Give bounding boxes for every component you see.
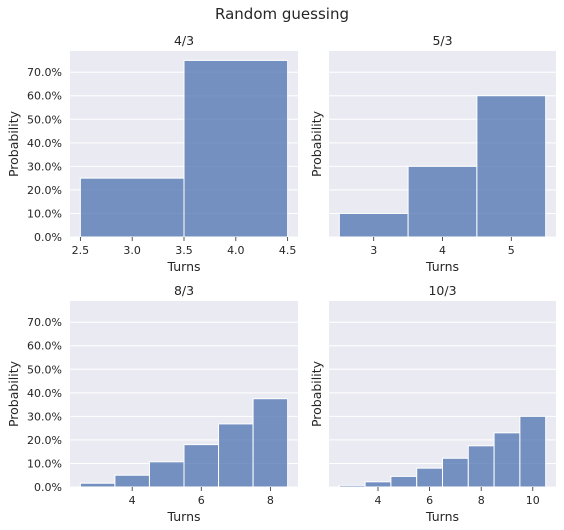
x-tick-label: 4.5: [279, 244, 297, 257]
y-tick-label: 60.0%: [27, 90, 62, 103]
y-tick-label: 70.0%: [27, 316, 62, 329]
figure-title: Random guessing: [215, 5, 349, 23]
y-tick-label: 0.0%: [34, 481, 62, 494]
histogram-bar: [183, 59, 289, 238]
x-tick-label: 4: [439, 244, 446, 257]
histogram-bar: [476, 95, 547, 238]
histogram-bar: [407, 165, 478, 238]
y-tick-label: 10.0%: [27, 457, 62, 470]
subplot-3: 8/3 4 6 8 0.0% 10.0% 20.0% 30.0% 40.0% 50.0% 60.0%…: [6, 283, 298, 524]
x-tick-label: 4: [129, 494, 136, 507]
histogram-bar: [416, 467, 444, 488]
x-tick-label: 3.5: [175, 244, 193, 257]
x-tick-label: 3.0: [123, 244, 141, 257]
histogram-bar: [218, 423, 254, 488]
y-tick-label: 30.0%: [27, 160, 62, 173]
histogram-bar: [338, 484, 366, 488]
histogram-bar: [364, 481, 392, 488]
x-tick-label: 2.5: [72, 244, 90, 257]
y-axis-label: Probability: [6, 110, 21, 177]
subplot-title: 4/3: [174, 33, 194, 48]
subplot-1: 4/3 2.5 3.0 3.5 4.0 4.5 0.0% 10.0% 20.0% 30.0% 40.…: [6, 33, 298, 274]
subplot-2: 5/3 3 4 5 Turns Probability: [309, 33, 556, 274]
histogram-bar: [390, 475, 418, 488]
x-tick-label: 3: [370, 244, 377, 257]
subplot-title: 10/3: [428, 283, 456, 298]
subplot-4: 10/3 4 6 8 10 Turns Probability: [309, 283, 556, 524]
histogram-bar: [252, 398, 289, 488]
histogram-bar: [493, 432, 521, 488]
y-tick-label: 10.0%: [27, 207, 62, 220]
y-tick-label: 0.0%: [34, 231, 62, 244]
y-axis-label: Probability: [6, 360, 21, 427]
x-axis-label: Turns: [425, 509, 459, 524]
y-tick-label: 50.0%: [27, 113, 62, 126]
x-tick-label: 8: [267, 494, 274, 507]
histogram-bar: [114, 474, 150, 488]
histogram-bar: [183, 444, 220, 488]
subplot-grid: 4/32.5 3.0 3.5 4.0 4.50.0%10.0%20.0%30.0%40.…: [6, 33, 556, 524]
histogram-bar: [148, 461, 185, 488]
x-axis-label: Turns: [166, 509, 200, 524]
x-tick-label: 4: [375, 494, 382, 507]
y-tick-label: 20.0%: [27, 434, 62, 447]
subplot-title: 8/3: [174, 283, 194, 298]
y-tick-label: 50.0%: [27, 363, 62, 376]
x-tick-label: 4.0: [227, 244, 245, 257]
x-axis-label: Turns: [425, 259, 459, 274]
x-tick-label: 6: [426, 494, 433, 507]
subplot-title: 5/3: [432, 33, 452, 48]
x-tick-label: 6: [198, 494, 205, 507]
x-axis-label: Turns: [166, 259, 200, 274]
y-tick-label: 40.0%: [27, 387, 62, 400]
y-tick-label: 70.0%: [27, 66, 62, 79]
histogram-bar: [338, 212, 409, 238]
y-tick-label: 60.0%: [27, 340, 62, 353]
histogram-bar: [467, 445, 495, 488]
x-tick-label: 10: [526, 494, 540, 507]
y-axis-label: Probability: [309, 110, 324, 177]
y-tick-label: 20.0%: [27, 184, 62, 197]
y-tick-label: 30.0%: [27, 410, 62, 423]
histogram-bar: [519, 415, 547, 488]
histogram-bar: [79, 482, 116, 488]
x-tick-label: 5: [508, 244, 515, 257]
x-tick-label: 8: [478, 494, 485, 507]
histogram-bar: [442, 457, 469, 488]
y-axis-label: Probability: [309, 360, 324, 427]
histogram-bar: [79, 177, 185, 238]
y-tick-label: 40.0%: [27, 137, 62, 150]
